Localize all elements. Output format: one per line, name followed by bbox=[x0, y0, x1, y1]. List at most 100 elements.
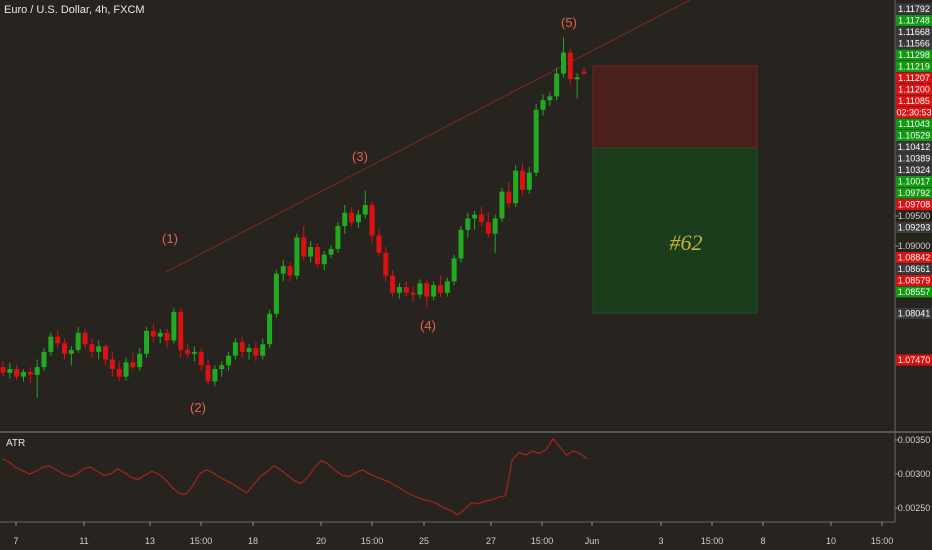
candle bbox=[533, 104, 539, 177]
svg-text:25: 25 bbox=[419, 536, 429, 546]
candle bbox=[103, 343, 109, 366]
wave-label-5: (5) bbox=[561, 15, 577, 30]
time-tick: 18 bbox=[248, 522, 258, 546]
candle bbox=[560, 37, 566, 78]
price-tag: 1.09708 bbox=[896, 199, 932, 210]
candle bbox=[68, 346, 74, 366]
svg-text:1.11207: 1.11207 bbox=[898, 73, 930, 83]
candle bbox=[567, 48, 573, 85]
price-tag: 1.07470 bbox=[896, 354, 932, 366]
svg-text:1.09293: 1.09293 bbox=[898, 223, 931, 233]
candle bbox=[280, 260, 286, 282]
time-tick: 8 bbox=[760, 522, 766, 546]
atr-tick: 0.00300 bbox=[895, 469, 930, 479]
candle bbox=[246, 344, 252, 360]
candle bbox=[116, 361, 122, 382]
svg-text:1.11298: 1.11298 bbox=[898, 50, 930, 60]
price-tag: 1.09792 bbox=[896, 187, 932, 199]
trendline bbox=[165, 0, 691, 273]
svg-text:Jun: Jun bbox=[585, 536, 600, 546]
candle bbox=[376, 227, 382, 257]
time-tick: 27 bbox=[486, 522, 496, 546]
time-tick: 15:00 bbox=[531, 522, 554, 546]
wave-label-2: (2) bbox=[190, 400, 206, 415]
stop-loss-zone bbox=[592, 65, 758, 149]
candle bbox=[355, 209, 361, 228]
candle bbox=[547, 92, 553, 106]
atr-series-line bbox=[1, 437, 588, 516]
candle bbox=[219, 361, 225, 377]
price-tag: 1.09293 bbox=[896, 222, 932, 233]
price-tag: 1.11219 bbox=[896, 61, 932, 72]
candle bbox=[485, 212, 491, 238]
svg-text:15:00: 15:00 bbox=[361, 536, 384, 546]
time-tick: 25 bbox=[419, 522, 429, 546]
candle bbox=[417, 279, 423, 299]
candle bbox=[41, 348, 47, 371]
time-axis: 7 11 13 15:00 18 20 15:00 25 27 15:00 Jun 3 15:00 8 10… bbox=[13, 522, 893, 546]
candle bbox=[362, 190, 368, 219]
candle bbox=[191, 346, 197, 362]
candle bbox=[526, 166, 532, 194]
candle bbox=[82, 329, 88, 349]
candle bbox=[260, 338, 266, 360]
candle bbox=[48, 332, 54, 356]
price-tag: 02:30:53 bbox=[896, 107, 932, 118]
svg-text:1.08842: 1.08842 bbox=[898, 253, 931, 263]
price-tag: 1.09000 bbox=[895, 241, 930, 251]
svg-text:1.11043: 1.11043 bbox=[898, 119, 930, 129]
svg-text:1.08661: 1.08661 bbox=[898, 264, 931, 274]
candle bbox=[137, 348, 143, 371]
svg-text:1.10017: 1.10017 bbox=[898, 177, 931, 187]
candle bbox=[232, 338, 238, 360]
svg-text:3: 3 bbox=[658, 536, 663, 546]
candle bbox=[321, 250, 327, 270]
candle bbox=[437, 275, 443, 297]
svg-text:1.11748: 1.11748 bbox=[898, 16, 930, 26]
candle bbox=[89, 338, 95, 358]
time-tick: 15:00 bbox=[361, 522, 384, 546]
candle bbox=[171, 308, 177, 344]
candle bbox=[21, 369, 27, 382]
candle bbox=[205, 359, 211, 385]
candle bbox=[403, 281, 409, 297]
candle bbox=[308, 241, 314, 263]
svg-text:15:00: 15:00 bbox=[531, 536, 554, 546]
candle bbox=[164, 329, 170, 349]
svg-text:7: 7 bbox=[13, 536, 18, 546]
candle bbox=[513, 165, 519, 207]
candle bbox=[424, 279, 430, 309]
atr-axis: 0.00350 0.00300 0.00250 bbox=[895, 435, 930, 513]
price-tag: 1.11792 bbox=[896, 3, 932, 15]
svg-text:1.09708: 1.09708 bbox=[898, 200, 931, 210]
candle bbox=[458, 226, 464, 263]
candle bbox=[198, 348, 204, 371]
svg-text:15:00: 15:00 bbox=[190, 536, 213, 546]
price-tag: 1.08579 bbox=[896, 275, 932, 286]
candle bbox=[396, 283, 402, 299]
svg-text:1.09000: 1.09000 bbox=[898, 241, 931, 251]
price-tag: 1.08842 bbox=[896, 252, 932, 263]
candle bbox=[478, 206, 484, 227]
wave-label-3: (3) bbox=[352, 149, 368, 164]
svg-text:20: 20 bbox=[316, 536, 326, 546]
price-tag: 1.09500 bbox=[895, 211, 930, 221]
atr-tick: 0.00250 bbox=[895, 503, 930, 513]
candle bbox=[178, 308, 184, 358]
chart-title: Euro / U.S. Dollar, 4h, FXCM bbox=[4, 4, 145, 16]
svg-text:1.11219: 1.11219 bbox=[898, 62, 930, 72]
price-tag: 1.10389 bbox=[896, 153, 932, 164]
candle bbox=[0, 361, 6, 377]
wave-label-4: (4) bbox=[420, 318, 436, 333]
svg-text:13: 13 bbox=[145, 536, 155, 546]
svg-text:1.11200: 1.11200 bbox=[898, 85, 930, 95]
svg-text:1.10389: 1.10389 bbox=[898, 154, 931, 164]
take-profit-zone bbox=[592, 147, 758, 314]
price-tag: 1.08661 bbox=[896, 263, 932, 275]
price-tag: 1.10529 bbox=[896, 130, 932, 141]
candle bbox=[62, 338, 68, 360]
candle bbox=[157, 329, 163, 344]
candle bbox=[7, 363, 13, 379]
svg-text:1.08041: 1.08041 bbox=[898, 309, 931, 319]
